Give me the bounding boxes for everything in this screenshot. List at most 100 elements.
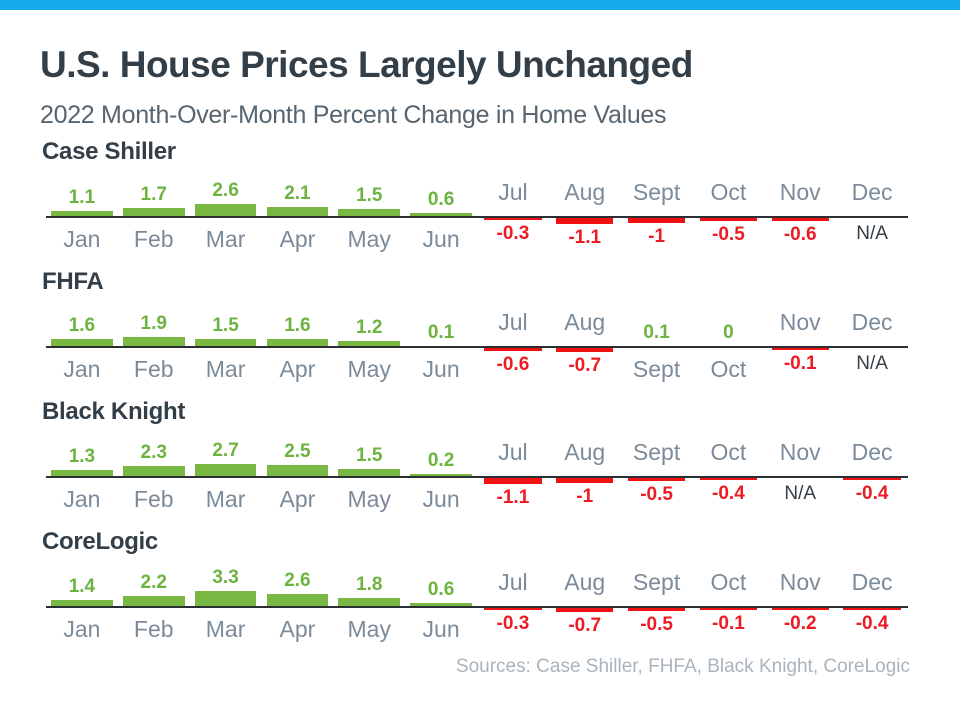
positive-bar [51, 211, 113, 216]
value-label: 1.9 [140, 313, 167, 334]
value-label: -0.6 [496, 354, 530, 375]
month-cell: Nov -0.1 [764, 298, 836, 390]
cell-upper: Jul [477, 558, 549, 606]
cell-lower: Feb [118, 478, 190, 520]
value-label: 2.6 [284, 570, 311, 591]
value-label: -0.5 [640, 614, 673, 635]
cell-upper: Sept [621, 558, 693, 606]
month-label: Jul [498, 439, 528, 465]
positive-bar [338, 598, 401, 606]
value-label: 1.1 [68, 187, 96, 208]
positive-bar [122, 337, 185, 346]
cell-upper: Jul [477, 168, 549, 216]
negative-bar [556, 478, 614, 483]
cell-upper: Jul [477, 428, 549, 476]
cell-lower: May [333, 218, 405, 260]
month-cell: 2.5 Apr [262, 428, 334, 520]
cell-upper: Sept [621, 168, 693, 216]
month-label: Dec [851, 179, 893, 205]
month-label: Aug [564, 439, 606, 465]
positive-bar [122, 208, 185, 216]
month-cell: 1.8 May [333, 558, 405, 650]
month-cell: 2.3 Feb [118, 428, 190, 520]
value-label: 2.7 [212, 440, 239, 461]
value-label: 0.6 [427, 189, 455, 210]
value-label: -0.2 [783, 613, 817, 634]
cell-upper: Oct [693, 428, 765, 476]
cell-upper: 2.7 [190, 428, 262, 476]
cell-upper: 1.1 [46, 168, 118, 216]
month-label: Jan [63, 616, 101, 642]
cell-upper: Aug [549, 298, 621, 346]
cell-lower: Apr [262, 348, 334, 390]
cell-lower: -0.2 [764, 608, 836, 650]
cell-upper: 1.6 [262, 298, 334, 346]
cell-upper: 1.8 [333, 558, 405, 606]
month-cell: 1.9 Feb [118, 298, 190, 390]
value-label: 3.3 [212, 567, 239, 588]
cell-lower: -1 [549, 478, 621, 520]
month-label: Jun [422, 226, 460, 252]
month-label: May [347, 356, 391, 382]
cell-lower: May [333, 348, 405, 390]
month-label: Oct [710, 569, 747, 595]
month-label: May [347, 226, 391, 252]
positive-bar [194, 464, 257, 476]
month-label: Nov [779, 569, 821, 595]
month-cell: 1.6 Apr [262, 298, 334, 390]
chart-section: Black Knight 1.3 Jan 2.3 Feb 2.7 Mar 2.5 Apr 1.5 M… [40, 398, 920, 520]
infographic-page: U.S. House Prices Largely Unchanged 2022… [0, 44, 960, 678]
positive-bar [51, 470, 113, 476]
month-label: Apr [279, 356, 316, 382]
value-label: 2.5 [284, 441, 311, 462]
month-cell: 2.6 Mar [190, 168, 262, 260]
negative-bar [556, 608, 614, 612]
cell-lower: -0.3 [477, 218, 549, 260]
cell-lower: Apr [262, 218, 334, 260]
value-label: -1.1 [568, 227, 602, 248]
cell-lower: -0.1 [693, 608, 765, 650]
month-cell: 1.5 May [333, 168, 405, 260]
value-label: 1.3 [68, 446, 96, 467]
month-cell: 1.7 Feb [118, 168, 190, 260]
value-label: 0.1 [643, 322, 670, 343]
value-label: -0.5 [712, 224, 745, 245]
cell-upper: Dec [836, 428, 908, 476]
positive-bar [194, 591, 257, 606]
positive-bar [410, 474, 472, 476]
cell-lower: -0.7 [549, 348, 621, 390]
value-label: -0.7 [568, 355, 602, 376]
negative-bar [484, 218, 542, 220]
positive-bar [410, 603, 472, 606]
cell-upper: 2.5 [262, 428, 334, 476]
chart-row: 1.3 Jan 2.3 Feb 2.7 Mar 2.5 Apr 1.5 May 0.2 Jun Jul -… [46, 428, 908, 520]
month-label: Sept [632, 179, 681, 205]
page-subtitle: 2022 Month-Over-Month Percent Change in … [40, 101, 667, 129]
cell-upper: Dec [836, 298, 908, 346]
axis-line [46, 346, 908, 348]
month-cell: Dec N/A [836, 168, 908, 260]
cell-upper: 3.3 [190, 558, 262, 606]
cell-lower: Mar [190, 348, 262, 390]
value-label: 0.6 [427, 579, 455, 600]
month-cell: Jul -0.3 [477, 558, 549, 650]
cell-upper: 0.6 [405, 168, 477, 216]
cell-upper: 0.1 [405, 298, 477, 346]
cell-lower: -0.5 [621, 478, 693, 520]
charts-container: Case Shiller 1.1 Jan 1.7 Feb 2.6 Mar 2.1 Apr 1.5 M… [40, 138, 920, 650]
month-label: Feb [133, 486, 174, 512]
month-label: Mar [205, 616, 246, 642]
cell-lower: May [333, 608, 405, 650]
month-label: Aug [564, 179, 606, 205]
month-cell: 0 Oct [693, 298, 765, 390]
cell-upper: Aug [549, 168, 621, 216]
positive-bar [338, 341, 401, 346]
month-label: Mar [205, 226, 246, 252]
cell-lower: Sept [621, 348, 693, 390]
negative-bar [484, 348, 542, 351]
positive-bar [338, 209, 401, 216]
cell-lower: Feb [118, 218, 190, 260]
cell-upper: 1.5 [333, 428, 405, 476]
cell-lower: Feb [118, 348, 190, 390]
month-cell: Dec N/A [836, 298, 908, 390]
